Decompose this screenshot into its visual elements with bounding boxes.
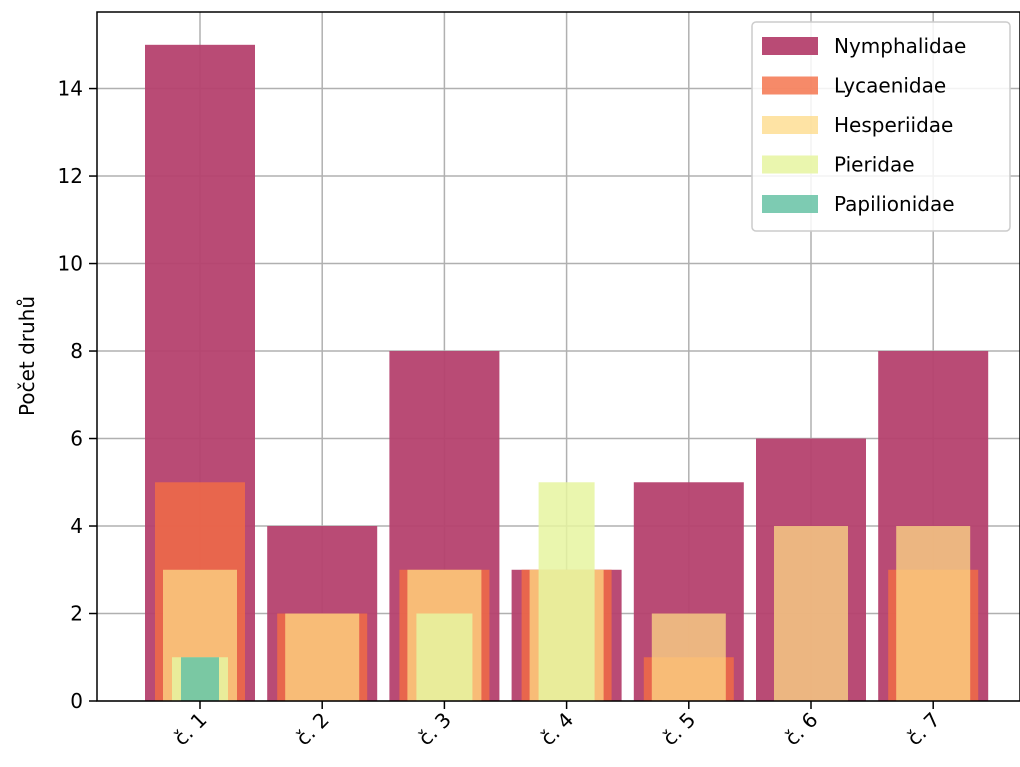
y-axis-label: Počet druhů [15, 296, 39, 416]
y-axis: 0 2 4 6 8 10 12 14 [58, 77, 97, 713]
legend-swatch-lycaenidae [762, 76, 818, 95]
legend-label-nymphalidae: Nymphalidae [834, 34, 966, 58]
bar-hesperiidae-7 [896, 526, 971, 701]
y-tick-label: 0 [70, 689, 83, 713]
legend-label-lycaenidae: Lycaenidae [834, 74, 946, 98]
y-tick-label: 4 [70, 514, 83, 538]
legend-swatch-hesperiidae [762, 116, 818, 134]
x-tick-label: č. 7 [902, 708, 945, 751]
legend-label-pieridae: Pieridae [834, 153, 915, 177]
x-tick-label: č. 1 [169, 708, 212, 751]
bar-hesperiidae-2 [285, 613, 360, 701]
legend-box [751, 21, 1011, 232]
legend-swatch-nymphalidae [762, 37, 818, 55]
legend-swatch-papilionidae [762, 195, 818, 213]
x-tick-label: č. 6 [780, 708, 823, 751]
bar-pieridae-3 [416, 613, 473, 701]
legend-label-hesperiidae: Hesperiidae [834, 113, 953, 137]
y-tick-label: 12 [58, 164, 83, 188]
bar-hesperiidae-6 [774, 526, 848, 701]
y-tick-label: 14 [58, 77, 83, 101]
x-tick-label: č. 5 [658, 708, 701, 751]
y-tick-label: 8 [70, 339, 83, 363]
legend-swatch-pieridae [762, 155, 818, 174]
legend-label-papilionidae: Papilionidae [834, 192, 955, 216]
bar-papilionidae-1 [181, 657, 219, 701]
plot-frame [96, 11, 1020, 702]
x-tick-label: č. 3 [413, 708, 456, 751]
bars [145, 44, 989, 702]
y-tick-label: 6 [70, 427, 83, 451]
x-axis: č. 1 č. 2 č. 3 č. 4 č. 5 č. 6 č. 7 [169, 701, 945, 750]
bar-pieridae-4 [538, 482, 595, 701]
y-tick-label: 2 [70, 602, 83, 626]
x-tick-label: č. 4 [535, 708, 578, 751]
bar-hesperiidae-5 [651, 613, 726, 701]
x-tick-label: č. 2 [291, 708, 334, 751]
y-tick-label: 10 [58, 252, 83, 276]
legend: Nymphalidae Lycaenidae Hesperiidae Pieridae… [751, 21, 1011, 232]
